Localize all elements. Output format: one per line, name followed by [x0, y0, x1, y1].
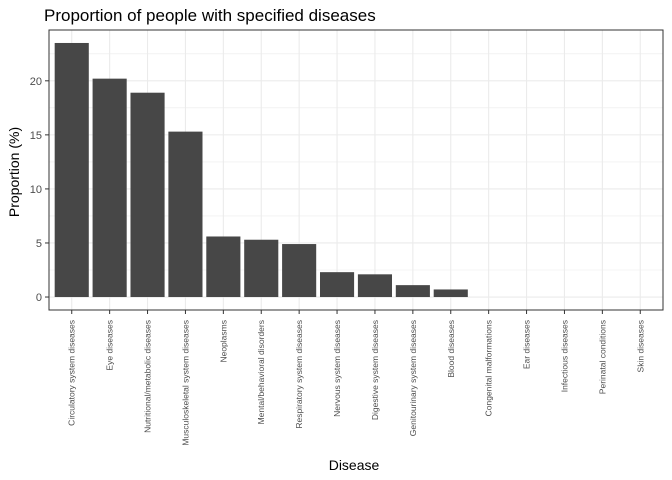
x-axis: Circulatory system diseases Eye diseases N… [67, 310, 645, 446]
x-tick-label: Musculoskeletal system diseases [180, 320, 190, 446]
x-tick-label: Genitourinary system diseases [408, 320, 418, 436]
x-tick-label: Respiratory system diseases [294, 320, 304, 429]
bar [130, 92, 165, 298]
x-tick-label: Ear diseases [522, 320, 532, 369]
x-tick-label: Circulatory system diseases [67, 320, 77, 426]
x-tick-label: Blood diseases [446, 320, 456, 378]
y-axis-title: Proportion (%) [6, 127, 22, 217]
x-tick-label: Nutritional/metabolic diseases [143, 320, 153, 433]
bar [54, 42, 89, 298]
bar [244, 239, 279, 298]
x-tick-label: Eye diseases [105, 320, 115, 371]
chart-title: Proportion of people with specified dise… [44, 6, 376, 25]
bar [319, 272, 355, 298]
bar [357, 274, 393, 298]
x-tick-label: Mental/behavioral disorders [256, 320, 266, 424]
x-tick-label: Perinatal conditions [597, 320, 607, 394]
bar [206, 236, 241, 298]
x-tick-label: Neoplasms [218, 320, 228, 363]
bars [54, 42, 468, 298]
bar [395, 285, 430, 298]
x-tick-label: Nervous system diseases [332, 320, 342, 417]
x-tick-label: Congenital malformations [484, 320, 494, 416]
x-tick-label: Skin diseases [635, 320, 645, 372]
y-tick-label: 15 [30, 130, 42, 142]
bar [282, 244, 317, 298]
x-tick-label: Digestive system diseases [370, 320, 380, 420]
y-axis: 0 5 10 15 20 [30, 76, 49, 304]
bar [433, 289, 468, 298]
bar [92, 78, 127, 298]
bar [168, 131, 203, 298]
y-tick-label: 10 [30, 184, 42, 196]
x-axis-title: Disease [329, 457, 380, 473]
y-tick-label: 20 [30, 76, 42, 88]
y-tick-label: 0 [36, 292, 42, 304]
x-tick-label: Infectious diseases [559, 320, 569, 392]
y-tick-label: 5 [36, 238, 42, 250]
panel-border [48, 29, 664, 311]
